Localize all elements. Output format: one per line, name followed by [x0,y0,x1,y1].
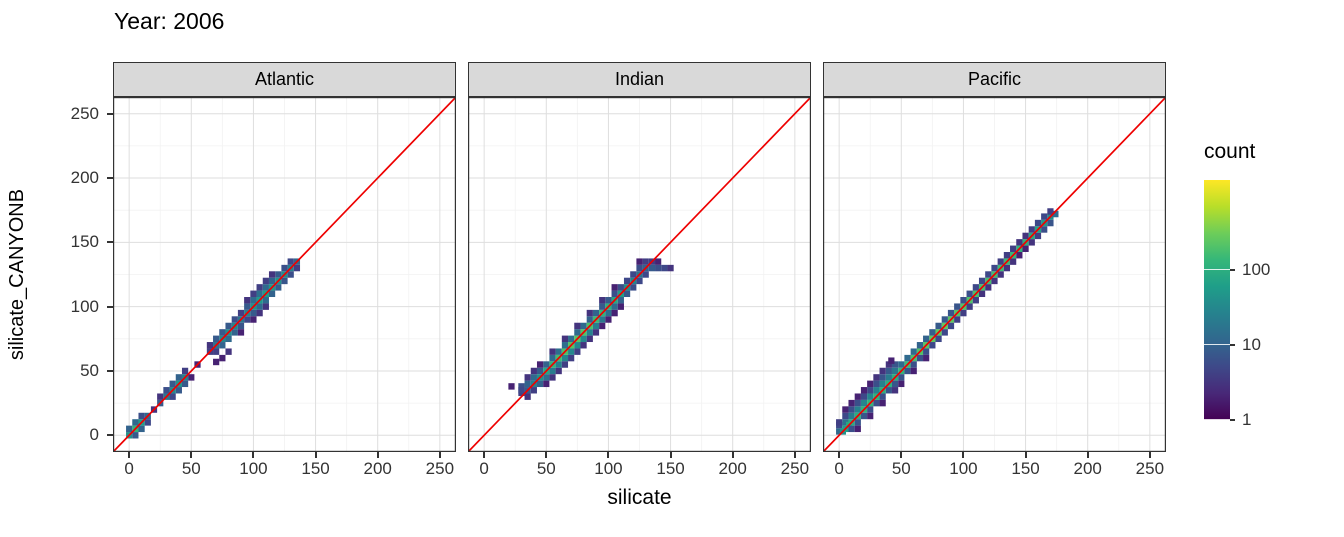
x-tick-label: 0 [124,459,134,478]
y-tick-label: 100 [70,296,99,316]
x-tick-mark [314,452,317,458]
x-tick-mark [1086,452,1089,458]
x-axis-ticks: 0 50 100 150 200 250 [468,452,811,480]
y-tick-label: 50 [80,360,99,380]
facet-row: Atlantic 0 50 100 150 200 250 Indian 0 50 100 15… [113,62,1166,480]
x-tick-mark [669,452,672,458]
x-tick-mark [483,452,486,458]
x-tick-mark [793,452,796,458]
legend: count 100 10 1 [1204,140,1270,429]
x-tick-mark [731,452,734,458]
y-tick-mark [107,177,113,180]
x-axis-label: silicate [607,486,672,509]
x-tick-label: 50 [536,459,556,478]
x-tick-label: 150 [656,459,685,478]
y-tick-mark [107,305,113,308]
facet-atlantic: Atlantic 0 50 100 150 200 250 [113,62,456,480]
legend-title: count [1204,140,1256,163]
legend-tick-line [1204,268,1230,270]
x-tick-label: 150 [301,459,330,478]
x-tick-mark [376,452,379,458]
x-tick-mark [128,452,131,458]
facet-strip-label: Indian [614,69,665,89]
x-tick-label: 100 [594,459,623,478]
facet-pacific: Pacific 0 50 100 150 200 250 [823,62,1166,480]
x-tick-label: 200 [718,459,747,478]
y-tick-label: 150 [70,232,99,252]
x-tick-label: 100 [239,459,268,478]
legend-tick-line [1204,419,1230,420]
chart-title: Year: 2006 [114,8,225,34]
facet-strip: Indian [468,62,811,97]
y-tick-label: 250 [70,103,99,123]
legend-tick-label: 1 [1242,410,1252,429]
x-axis-ticks: 0 50 100 150 200 250 [113,452,456,480]
x-tick-label: 250 [1135,459,1165,478]
x-tick-mark [607,452,610,458]
facet-strip-label: Atlantic [254,69,315,89]
x-tick-label: 250 [425,459,455,478]
y-tick-label: 200 [70,168,99,188]
y-axis-ticks: 0 50 100 150 200 250 [0,97,113,452]
x-tick-mark [1148,452,1151,458]
legend-tick-mark [1230,419,1235,421]
x-tick-label: 200 [1073,459,1102,478]
x-tick-mark [252,452,255,458]
x-tick-label: 150 [1011,459,1040,478]
x-tick-label: 250 [780,459,810,478]
legend-tick-line [1204,344,1230,346]
y-tick-mark [107,434,113,437]
x-tick-mark [438,452,441,458]
x-tick-mark [190,452,193,458]
x-tick-label: 0 [834,459,844,478]
facet-panel [113,97,456,452]
facet-indian: Indian 0 50 100 150 200 250 [468,62,811,480]
x-tick-mark [1024,452,1027,458]
legend-colorbar: 100 10 1 [1204,180,1270,429]
x-tick-mark [545,452,548,458]
y-tick-mark [107,112,113,115]
x-tick-label: 100 [949,459,978,478]
legend-tick-label: 100 [1242,259,1271,279]
facet-strip: Atlantic [113,62,456,97]
x-tick-label: 50 [181,459,201,478]
legend-tick-mark [1230,268,1235,271]
facet-strip: Pacific [823,62,1166,97]
x-tick-mark [962,452,965,458]
y-tick-mark [107,369,113,372]
x-axis-ticks: 0 50 100 150 200 250 [823,452,1166,480]
facet-panel [823,97,1166,452]
legend-tick-mark [1230,344,1235,347]
facet-panel [468,97,811,452]
x-tick-mark [900,452,903,458]
legend-tick-label: 10 [1242,335,1261,355]
x-tick-label: 200 [363,459,392,478]
x-tick-mark [838,452,841,458]
y-tick-label: 0 [89,425,99,445]
y-tick-mark [107,241,113,244]
x-tick-label: 50 [891,459,911,478]
x-tick-label: 0 [479,459,489,478]
facet-strip-label: Pacific [967,69,1021,89]
